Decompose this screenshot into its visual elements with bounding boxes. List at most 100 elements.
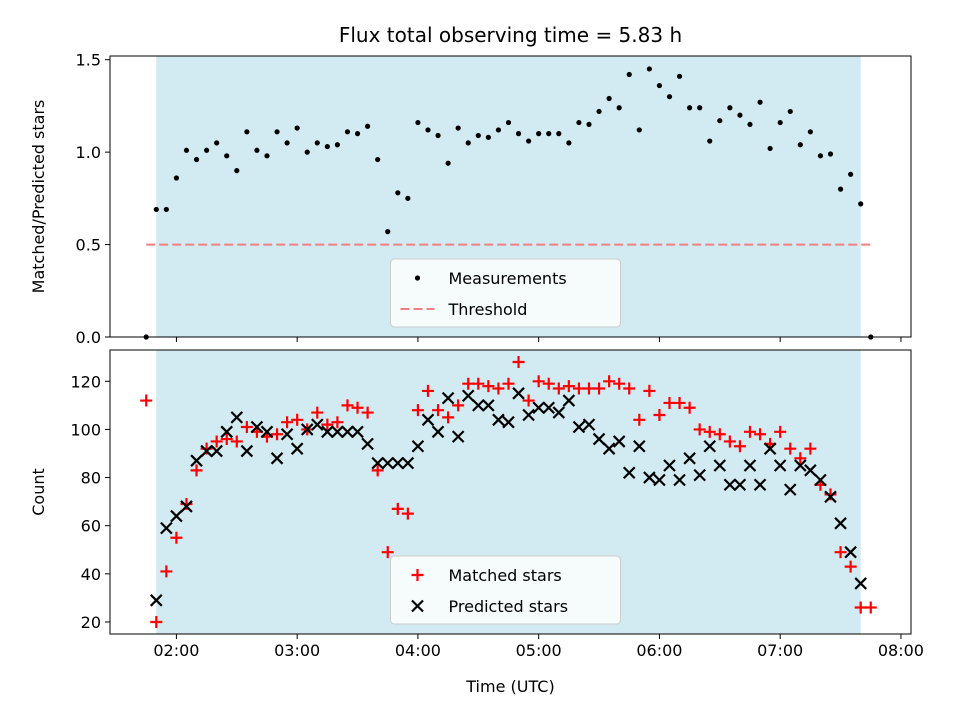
predicted-stars-point <box>773 459 787 472</box>
matched-stars-point <box>723 435 736 448</box>
measurement-point <box>495 127 502 133</box>
ratio-panel: 0.0 0.5 1.0 1.5 Flux total observing time = … <box>29 23 912 347</box>
predicted-stars-point <box>431 425 445 439</box>
measurement-point <box>747 121 753 128</box>
predicted-stars-point <box>804 464 817 477</box>
measurement-point <box>314 140 320 146</box>
measurement-point <box>485 134 491 140</box>
measurement-point <box>526 138 532 144</box>
x-axis-label: Time (UTC) <box>465 677 554 696</box>
matched-stars-point <box>593 382 606 395</box>
predicted-stars-point <box>622 466 636 480</box>
measurement-point <box>858 201 864 207</box>
measurement-point <box>224 153 230 159</box>
x-tick-label: 02:00 <box>153 641 199 660</box>
measurement-point <box>294 125 300 131</box>
predicted-stars-point <box>733 478 747 492</box>
measurement-point <box>304 149 310 155</box>
matched-stars-point <box>351 401 364 414</box>
predicted-stars-point <box>190 454 203 467</box>
matched-stars-point <box>311 406 324 419</box>
measurement-point <box>596 108 602 115</box>
matched-stars-point <box>532 375 545 388</box>
measurement-point <box>334 142 341 148</box>
measurement-point <box>505 119 512 126</box>
measurement-point <box>475 132 481 139</box>
measurement-point <box>344 129 351 135</box>
y-tick-label: 0.0 <box>76 328 101 347</box>
measurement-point <box>827 151 834 157</box>
matched-stars-point <box>784 442 797 455</box>
predicted-stars-point <box>240 444 254 458</box>
predicted-stars-point <box>290 442 304 455</box>
measurement-point <box>515 131 522 137</box>
measurement-point <box>375 156 381 163</box>
predicted-stars-point <box>270 452 284 465</box>
predicted-stars-point <box>220 425 234 439</box>
matched-stars-point <box>200 442 213 455</box>
matched-stars-point <box>794 452 807 465</box>
measurement-point <box>606 95 612 102</box>
matched-stars-point <box>331 416 344 429</box>
matched-stars-point <box>452 399 465 412</box>
axes-frame <box>109 55 912 338</box>
predicted-stars-point <box>331 425 344 439</box>
legend-label: Measurements <box>449 269 567 288</box>
matched-stars-point <box>864 601 877 614</box>
predicted-stars-point <box>351 425 364 439</box>
matched-stars-point <box>582 382 595 395</box>
measurement-point <box>264 153 270 159</box>
predicted-stars-point <box>643 471 656 484</box>
legend-label: Threshold <box>448 300 528 319</box>
predicted-stars-point <box>502 415 515 429</box>
y-tick-label: 20 <box>81 613 101 632</box>
y-tick-label: 80 <box>81 469 101 488</box>
matched-stars-point <box>743 425 756 438</box>
predicted-stars-point <box>311 418 324 431</box>
predicted-stars-point <box>612 435 626 448</box>
matched-stars-point <box>673 396 686 409</box>
x-tick-label: 04:00 <box>395 641 441 660</box>
predicted-stars-point <box>180 500 193 513</box>
measurement-point <box>707 138 713 144</box>
predicted-stars-point <box>472 399 485 412</box>
matched-stars-point <box>150 615 163 628</box>
measurement-point <box>183 147 190 153</box>
measurement-point <box>787 108 793 115</box>
predicted-stars-point <box>230 411 244 424</box>
matched-stars-point <box>291 413 304 426</box>
legend-box <box>390 258 621 328</box>
measurement-point <box>173 175 180 181</box>
measurement-point <box>737 112 743 118</box>
matched-stars-point <box>754 428 767 441</box>
matched-stars-point <box>643 384 656 397</box>
x-tick-label: 07:00 <box>757 641 803 660</box>
matched-stars-point <box>804 442 817 455</box>
measurement-point <box>536 131 542 137</box>
y-axis-label: Matched/Predicted stars <box>29 100 48 294</box>
measurement-point <box>676 73 683 79</box>
measurement-point <box>717 118 723 124</box>
predicted-stars-point <box>482 399 495 412</box>
matched-stars-point <box>180 498 193 511</box>
matched-stars-point <box>482 380 495 393</box>
predicted-stars-point <box>582 418 596 431</box>
predicted-stars-point <box>552 406 566 419</box>
predicted-stars-point <box>451 430 465 443</box>
matched-stars-point <box>492 382 505 395</box>
y-tick-label: 120 <box>70 372 101 391</box>
predicted-stars-point <box>260 425 274 439</box>
measurement-point <box>837 186 844 192</box>
predicted-stars-point <box>844 545 857 559</box>
y-tick-label: 60 <box>81 517 101 536</box>
measurement-point <box>666 94 673 100</box>
predicted-stars-point <box>562 394 576 407</box>
matched-stars-point <box>240 421 253 434</box>
x-tick-label: 03:00 <box>274 641 320 660</box>
matched-stars-point <box>633 413 646 426</box>
matched-stars-point <box>371 464 384 477</box>
matched-stars-point <box>220 433 233 446</box>
matched-stars-point <box>653 408 666 421</box>
matched-stars-point <box>774 425 787 438</box>
predicted-stars-point <box>542 401 556 415</box>
